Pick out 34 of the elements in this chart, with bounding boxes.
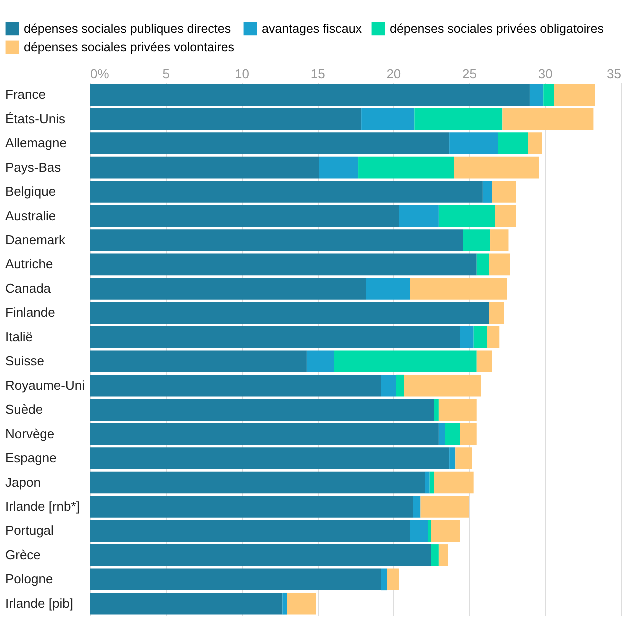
- y-tick-label: Pays-Bas: [6, 160, 62, 175]
- y-tick-label: Canada: [6, 280, 52, 296]
- y-tick-label: Belgique: [6, 184, 56, 200]
- y-tick-label: Irlande [rnb*]: [6, 498, 80, 514]
- y-tick-label: Suisse: [6, 354, 45, 369]
- y-tick-label: Italië: [6, 329, 33, 344]
- y-tick-label: Norvège: [6, 426, 55, 442]
- y-tick-label: Australie: [6, 208, 56, 224]
- x-tick-label: 35: [607, 66, 622, 82]
- legend-label: dépenses sociales publiques directes: [24, 22, 232, 36]
- y-tick-label: Espagne: [6, 450, 57, 466]
- x-tick-label: 10: [234, 66, 250, 82]
- x-tick-label: 5: [162, 66, 170, 82]
- legend-label: avantages fiscaux: [262, 22, 363, 36]
- y-tick-label: Danemark: [6, 232, 66, 248]
- y-tick-label: Irlande [pib]: [6, 596, 74, 611]
- y-tick-label: Japon: [6, 474, 41, 490]
- x-tick-label: 30: [538, 66, 553, 82]
- y-tick-label: Grèce: [6, 547, 41, 562]
- y-tick-label: Suède: [6, 402, 44, 418]
- y-tick-label: France: [6, 87, 46, 102]
- y-tick-label: Finlande: [6, 305, 56, 320]
- y-tick-label: Portugal: [6, 523, 54, 538]
- legend-label: dépenses sociales privées obligatoires: [390, 22, 604, 36]
- y-tick-label: Pologne: [6, 572, 54, 587]
- x-tick-label: 15: [310, 66, 326, 82]
- y-tick-label: États-Unis: [6, 111, 66, 126]
- y-tick-label: Autriche: [6, 256, 54, 272]
- x-tick-label: 25: [462, 66, 478, 82]
- x-tick-label: 20: [386, 66, 402, 82]
- y-tick-label: Royaume-Uni: [6, 378, 86, 393]
- x-tick-label: 0%: [90, 66, 110, 82]
- legend-label: dépenses sociales privées volontaires: [24, 40, 235, 54]
- y-tick-label: Allemagne: [6, 136, 67, 151]
